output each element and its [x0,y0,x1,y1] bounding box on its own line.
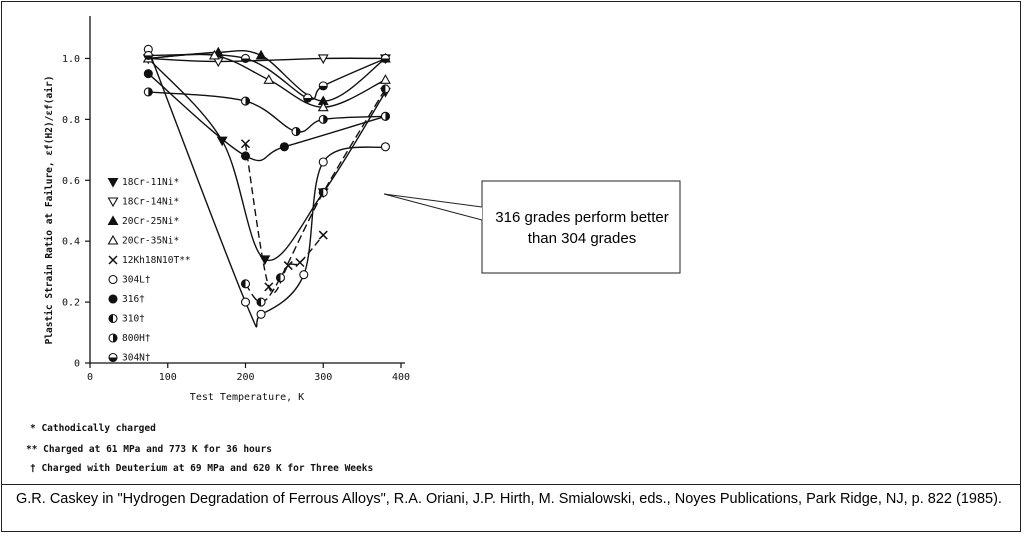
series-curve [148,91,386,133]
data-point [255,49,267,60]
data-point [240,139,251,149]
data-point [240,96,251,106]
data-point [264,282,274,292]
legend-label: 18Cr-14Ni* [122,197,179,208]
chart-legend: 18Cr-11Ni* 18Cr-14Ni* 20Cr-25Ni* 20Cr-35Ni*… [107,177,191,364]
legend-marker [108,274,118,285]
data-point [291,126,301,137]
citation-divider [1,484,1021,485]
legend-label: 18Cr-11Ni* [122,177,179,188]
data-point [303,93,313,103]
data-point [143,69,153,79]
data-point [259,255,271,266]
y-tick-label: 0.2 [62,298,80,309]
data-point [256,297,266,307]
data-point [240,297,251,307]
y-tick-label: 0.4 [62,237,80,248]
data-point [208,49,220,60]
footnote-charged-61mpa: ** Charged at 61 MPa and 773 K for 36 ho… [26,444,272,455]
y-tick-label: 0.8 [62,115,80,126]
footnote-deuterium: † Charged with Deuterium at 69 MPa and 6… [30,463,373,474]
data-point [240,53,251,64]
series-curve [148,57,386,63]
x-tick-label: 300 [314,372,332,383]
legend-label: 800H† [122,333,151,344]
data-point [240,151,251,161]
legend-label: 310† [122,314,145,325]
y-axis-label: Plastic Strain Ratio at Failure, εf(H2)/… [44,76,55,345]
legend-label: 304N† [122,353,151,364]
series-curve [147,73,386,162]
data-point [279,142,289,152]
series-curve [244,88,387,303]
legend-marker [108,333,118,343]
data-point [256,309,266,319]
legend-marker [108,352,118,363]
data-point [318,81,328,91]
chart-axes: 0 0.2 0.4 0.6 0.8 1.0 0 100 200 300 400 [62,16,410,383]
footnote-cathodic: * Cathodically charged [30,423,156,434]
x-tick-label: 100 [159,372,177,383]
legend-marker [107,215,119,226]
x-axis-label: Test Temperature, K [190,392,304,403]
callout-pointer [383,193,483,221]
data-point [380,84,391,94]
y-tick-label: 1.0 [62,54,80,65]
data-point [143,87,153,97]
data-point [283,261,293,271]
data-point [318,114,328,124]
legend-marker [108,313,118,324]
y-tick-label: 0 [74,359,80,370]
data-point [275,273,286,283]
x-tick-label: 400 [392,372,410,383]
data-point [295,257,305,268]
legend-label: 20Cr-25Ni* [122,216,179,227]
citation-text: G.R. Caskey in "Hydrogen Degradation of … [16,491,1002,507]
data-point [299,270,309,280]
legend-label: 12Kh18N10T** [122,255,191,266]
x-tick-label: 200 [236,372,254,383]
chart-markers [142,44,391,319]
x-tick-label: 0 [87,372,93,383]
data-point [317,54,329,65]
data-point [380,142,391,152]
legend-marker [108,294,118,304]
data-point [240,279,251,289]
legend-marker [107,234,119,245]
data-point [216,136,228,147]
data-point [318,230,328,240]
data-point [318,187,328,198]
legend-label: 304L† [122,275,151,286]
data-point [263,74,275,84]
legend-marker [107,197,119,208]
legend-label: 316† [122,294,145,305]
callout-box [481,180,681,274]
data-point [143,50,153,60]
callout-text: 316 grades perform better than 304 grade… [495,209,669,247]
data-point [380,111,391,121]
data-point [380,53,391,64]
data-point [318,157,328,167]
data-point [317,101,329,112]
data-point [380,74,391,84]
legend-label: 20Cr-35Ni* [122,236,179,247]
y-tick-label: 0.6 [62,176,80,187]
legend-marker [108,255,118,265]
legend-marker [107,177,119,188]
